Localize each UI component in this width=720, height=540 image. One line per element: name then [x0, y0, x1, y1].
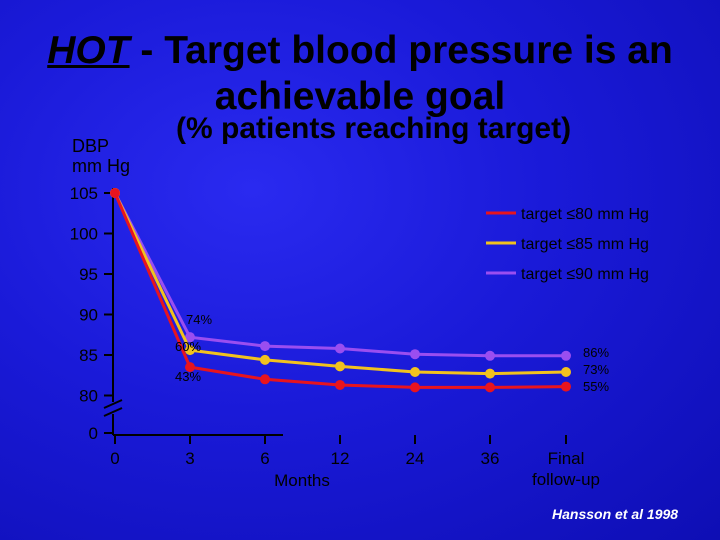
data-point: [185, 362, 195, 373]
x-tick-label: follow-up: [532, 470, 600, 489]
annotation-3-months: 60%: [175, 339, 201, 354]
data-point: [185, 332, 195, 343]
source-credit: Hansson et al 1998: [552, 506, 679, 522]
y-tick-label: 0: [89, 424, 98, 443]
x-tick-label: 6: [260, 449, 269, 468]
data-point: [561, 381, 571, 392]
data-point: [335, 343, 345, 354]
axis-break-mark: [103, 399, 123, 409]
y-tick-label: 85: [79, 346, 98, 365]
data-point: [561, 350, 571, 361]
annotation-final: 86%: [583, 345, 609, 360]
x-tick-label: 36: [481, 449, 500, 468]
y-tick-label: 105: [70, 184, 98, 203]
data-point: [485, 368, 495, 379]
x-tick-label: 24: [406, 449, 425, 468]
y-axis-label-line-1: DBP: [72, 136, 110, 156]
axis-break-mark: [103, 407, 123, 417]
annotation-3-months: 74%: [186, 312, 212, 327]
title-hot: HOT: [47, 29, 130, 72]
y-tick-label: 100: [70, 225, 98, 244]
data-point: [485, 382, 495, 393]
data-point: [410, 367, 420, 378]
legend-label: target ≤90 mm Hg: [521, 266, 649, 283]
data-point: [410, 382, 420, 393]
data-point: [260, 374, 270, 385]
y-tick-label: 90: [79, 306, 98, 325]
data-point: [110, 188, 120, 198]
title-line-2: achievable goal: [214, 75, 506, 118]
annotation-3-months: 43%: [175, 369, 201, 384]
x-axis-label: Months: [274, 471, 330, 490]
title-line-1: HOT - Target blood pressure is an: [0, 28, 720, 74]
title-rest: - Target blood pressure is an: [129, 29, 673, 72]
data-point: [410, 349, 420, 360]
series-line: [113, 192, 567, 389]
legend-label: target ≤80 mm Hg: [521, 206, 649, 223]
data-point: [185, 345, 195, 356]
x-tick-label: Final: [548, 449, 585, 468]
annotation-final: 55%: [583, 379, 609, 394]
data-point: [335, 361, 345, 372]
x-tick-label: 3: [185, 449, 194, 468]
x-tick-label: 12: [331, 449, 350, 468]
x-tick-label: 0: [110, 449, 119, 468]
y-axis-label: DBP mm Hg: [72, 136, 130, 176]
data-point: [485, 350, 495, 361]
chart-subtitle: (% patients reaching target): [176, 112, 572, 145]
data-point: [260, 341, 270, 352]
y-tick-label: 95: [79, 265, 98, 284]
chart-title: HOT - Target blood pressure is an achiev…: [0, 28, 720, 120]
y-tick-label: 80: [79, 387, 98, 406]
data-point: [335, 379, 345, 390]
data-point: [260, 354, 270, 365]
y-axis-label-line-2: mm Hg: [72, 156, 130, 176]
annotation-final: 73%: [583, 362, 609, 377]
data-point: [561, 367, 571, 378]
legend-label: target ≤85 mm Hg: [521, 236, 649, 253]
